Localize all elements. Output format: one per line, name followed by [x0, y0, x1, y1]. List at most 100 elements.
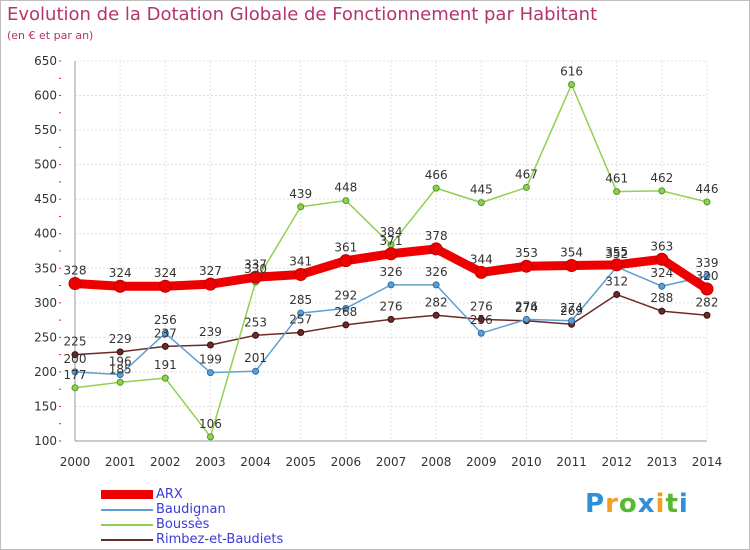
data-label-bouss-s: 446 — [696, 182, 719, 196]
data-label-bouss-s: 106 — [199, 417, 222, 431]
x-tick-label: 2014 — [692, 455, 723, 469]
chart-title: Evolution de la Dotation Globale de Fonc… — [7, 4, 598, 25]
x-tick-label: 2005 — [285, 455, 316, 469]
data-label-bouss-s: 191 — [154, 358, 177, 372]
data-label-baudignan: 276 — [515, 299, 538, 313]
data-point-arx — [203, 277, 217, 291]
data-label-rimbez-et-baudiets: 274 — [515, 301, 538, 315]
data-point-bouss-s — [432, 184, 440, 192]
x-tick-label: 2002 — [150, 455, 181, 469]
data-point-baudignan — [387, 281, 395, 289]
data-label-rimbez-et-baudiets: 229 — [109, 332, 132, 346]
data-label-rimbez-et-baudiets: 257 — [289, 313, 312, 327]
data-point-arx — [655, 252, 669, 266]
y-tick-label: 100 — [34, 434, 57, 448]
legend-label-arx: ARX — [156, 487, 183, 502]
data-label-rimbez-et-baudiets: 276 — [470, 299, 493, 313]
y-tick-label: 650 — [34, 54, 57, 68]
proxiti-logo: Proxiti — [585, 489, 689, 519]
legend-swatch-bousses — [101, 524, 153, 526]
data-point-arx — [294, 267, 308, 281]
y-tick-label: 200 — [34, 365, 57, 379]
y-tick-label: 300 — [34, 296, 57, 310]
data-point-arx — [429, 242, 443, 256]
data-point-arx — [700, 282, 714, 296]
data-point-rimbez-et-baudiets — [658, 307, 666, 315]
data-point-bouss-s — [477, 199, 485, 207]
data-label-baudignan: 256 — [470, 313, 493, 327]
data-label-bouss-s: 616 — [560, 64, 583, 78]
data-label-baudignan: 274 — [560, 301, 583, 315]
data-label-arx: 341 — [289, 254, 312, 268]
data-point-rimbez-et-baudiets — [116, 348, 124, 356]
data-point-baudignan — [522, 315, 530, 323]
y-tick-label: 600 — [34, 89, 57, 103]
data-label-baudignan: 326 — [380, 265, 403, 279]
data-point-rimbez-et-baudiets — [432, 311, 440, 319]
data-label-baudignan: 256 — [154, 313, 177, 327]
data-point-baudignan — [161, 329, 169, 337]
data-point-arx — [249, 270, 263, 284]
x-tick-label: 2009 — [466, 455, 497, 469]
data-label-arx: 337 — [244, 257, 267, 271]
y-tick-label: 400 — [34, 227, 57, 241]
data-point-arx — [519, 259, 533, 273]
data-label-baudignan: 324 — [650, 266, 673, 280]
data-label-rimbez-et-baudiets: 288 — [650, 291, 673, 305]
data-point-bouss-s — [613, 188, 621, 196]
data-point-rimbez-et-baudiets — [342, 321, 350, 329]
data-label-arx: 378 — [425, 229, 448, 243]
y-tick-label: 450 — [34, 192, 57, 206]
data-point-bouss-s — [658, 187, 666, 195]
data-label-rimbez-et-baudiets: 237 — [154, 326, 177, 340]
data-point-bouss-s — [342, 197, 350, 205]
data-label-baudignan: 285 — [289, 293, 312, 307]
data-point-arx — [610, 258, 624, 272]
data-point-baudignan — [703, 272, 711, 280]
data-label-bouss-s: 448 — [334, 181, 357, 195]
data-label-bouss-s: 466 — [425, 168, 448, 182]
data-label-bouss-s: 462 — [650, 171, 673, 185]
data-point-bouss-s — [161, 374, 169, 382]
data-point-arx — [474, 265, 488, 279]
data-point-rimbez-et-baudiets — [703, 311, 711, 319]
data-label-arx: 355 — [605, 245, 628, 259]
data-point-rimbez-et-baudiets — [252, 331, 260, 339]
data-label-bouss-s: 445 — [470, 183, 493, 197]
data-label-rimbez-et-baudiets: 268 — [334, 305, 357, 319]
data-point-bouss-s — [116, 378, 124, 386]
data-label-rimbez-et-baudiets: 269 — [560, 304, 583, 318]
data-point-arx — [113, 279, 127, 293]
data-label-bouss-s: 330 — [244, 262, 267, 276]
x-tick-label: 2006 — [331, 455, 362, 469]
data-point-arx — [158, 279, 172, 293]
data-label-arx: 353 — [515, 246, 538, 260]
data-label-arx: 371 — [380, 234, 403, 248]
data-label-arx: 324 — [109, 266, 132, 280]
legend-swatch-baudignan — [101, 509, 153, 511]
x-tick-label: 2013 — [647, 455, 678, 469]
data-label-bouss-s: 185 — [109, 362, 132, 376]
data-label-baudignan: 326 — [425, 265, 448, 279]
data-point-rimbez-et-baudiets — [161, 342, 169, 350]
data-label-bouss-s: 384 — [380, 225, 403, 239]
data-point-bouss-s — [568, 80, 576, 88]
data-label-rimbez-et-baudiets: 253 — [244, 315, 267, 329]
data-label-bouss-s: 461 — [605, 172, 628, 186]
data-point-baudignan — [252, 367, 260, 375]
x-tick-label: 2012 — [601, 455, 632, 469]
data-point-rimbez-et-baudiets — [71, 351, 79, 359]
data-label-arx: 344 — [470, 252, 493, 266]
x-tick-label: 2000 — [60, 455, 91, 469]
data-label-baudignan: 292 — [334, 288, 357, 302]
data-label-bouss-s: 467 — [515, 167, 538, 181]
y-tick-label: 500 — [34, 158, 57, 172]
data-point-rimbez-et-baudiets — [477, 315, 485, 323]
data-point-baudignan — [568, 317, 576, 325]
data-label-baudignan: 339 — [696, 256, 719, 270]
data-label-baudignan: 199 — [199, 353, 222, 367]
legend-label-baudignan: Baudignan — [156, 502, 226, 517]
data-point-rimbez-et-baudiets — [387, 315, 395, 323]
